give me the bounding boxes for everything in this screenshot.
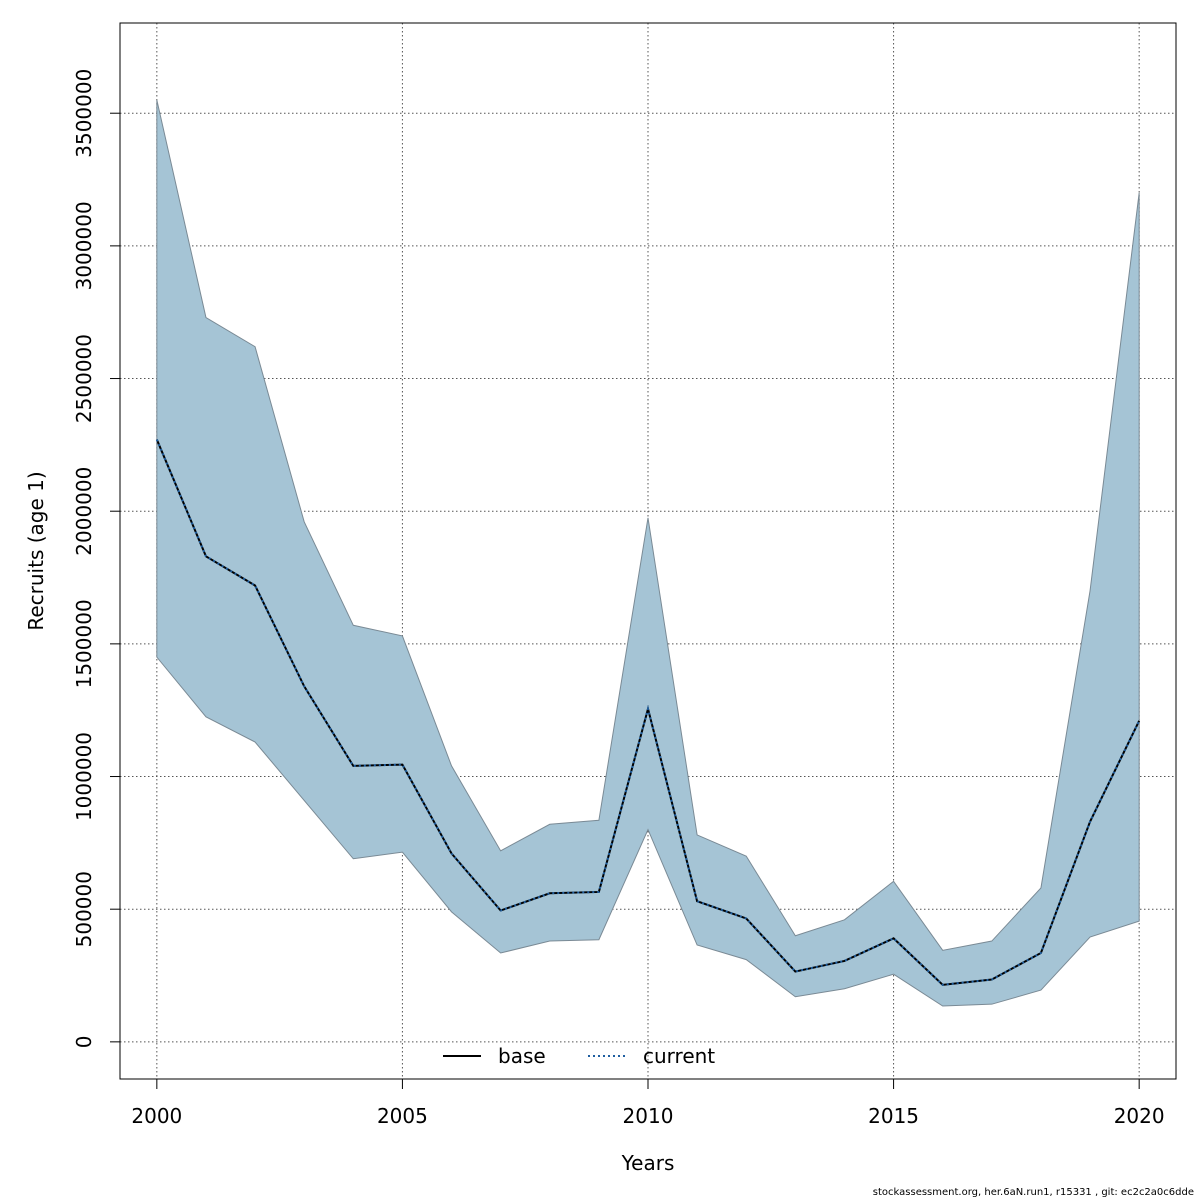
x-axis: 2000 2005 2010 2015 2020 (131, 1078, 1165, 1128)
footer-credit: stockassessment.org, her.6aN.run1, r1533… (872, 1187, 1194, 1198)
x-axis-title: Years (621, 1151, 675, 1175)
y-tick-label: 500000 (72, 871, 96, 947)
confidence-band (156, 99, 1140, 1007)
x-tick-label: 2020 (1114, 1104, 1165, 1128)
x-tick-label: 2015 (868, 1104, 919, 1128)
x-tick-label: 2000 (131, 1104, 182, 1128)
series-lines (155, 439, 1141, 986)
y-tick-label: 1000000 (72, 732, 96, 821)
y-axis-title: Recruits (age 1) (24, 471, 48, 630)
y-axis: 0 500000 1000000 1500000 2000000 2500000 30000… (72, 69, 121, 1048)
y-tick-label: 2000000 (72, 467, 96, 556)
confidence-band-area (156, 99, 1140, 1007)
y-tick-label: 1500000 (72, 599, 96, 688)
x-tick-label: 2010 (623, 1104, 674, 1128)
x-tick-label: 2005 (377, 1104, 428, 1128)
y-tick-label: 0 (72, 1035, 96, 1048)
series-line-current (155, 439, 1141, 986)
y-tick-label: 3500000 (72, 69, 96, 158)
legend: base current (443, 1044, 715, 1068)
y-tick-label: 3000000 (72, 201, 96, 290)
y-tick-label: 2500000 (72, 334, 96, 423)
legend-label-base: base (498, 1044, 546, 1068)
legend-label-current: current (643, 1044, 715, 1068)
